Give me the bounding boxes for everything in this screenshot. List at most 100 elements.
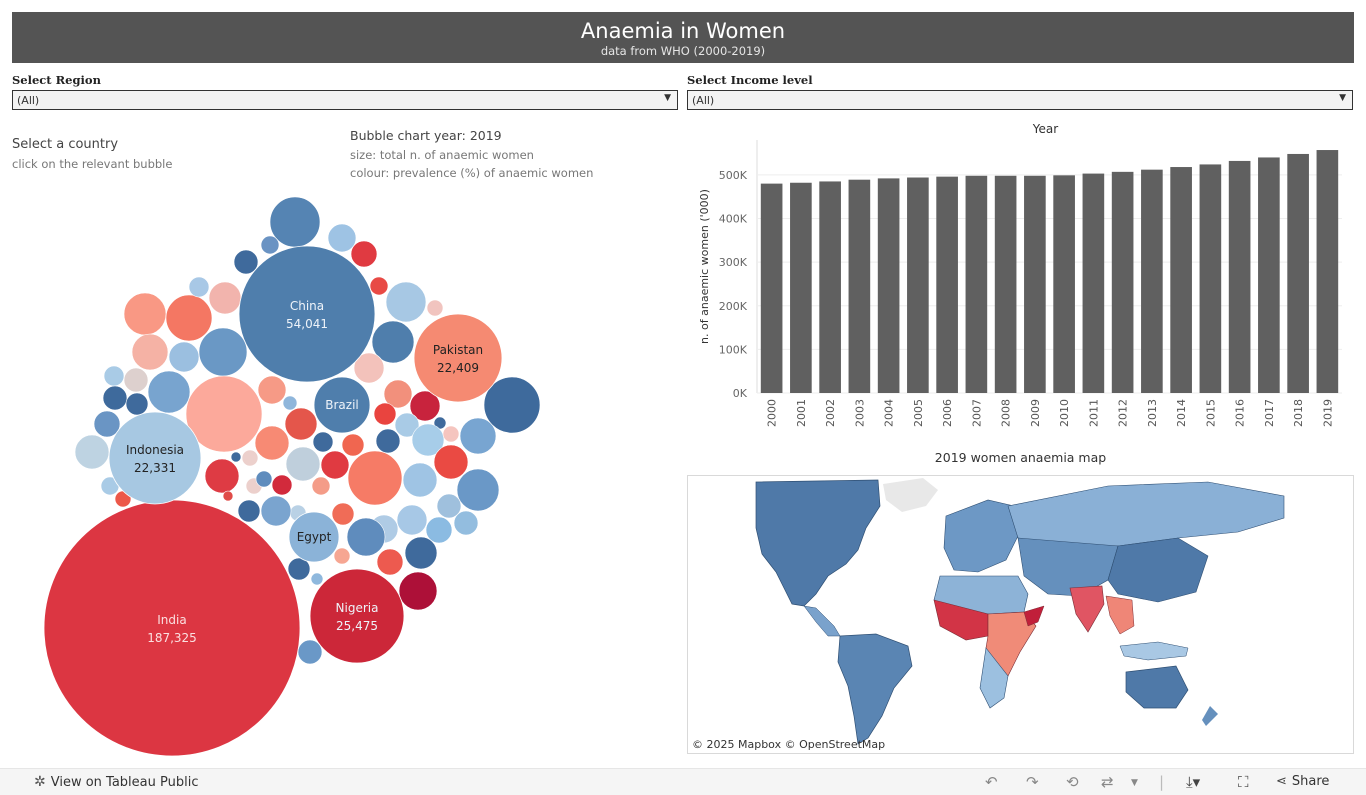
bar-2003[interactable] — [848, 179, 871, 393]
bar-2007[interactable] — [965, 175, 988, 393]
country-bubble[interactable] — [188, 276, 210, 298]
osm-attribution[interactable]: © OpenStreetMap — [784, 738, 886, 751]
country-bubble[interactable] — [331, 502, 355, 526]
country-bubble[interactable] — [398, 571, 438, 611]
country-bubble[interactable] — [131, 333, 169, 371]
fullscreen-icon[interactable]: ⛶ — [1238, 773, 1249, 791]
country-bubble[interactable] — [347, 450, 403, 506]
bar-2000[interactable] — [760, 183, 783, 393]
country-bubble[interactable] — [456, 468, 500, 512]
country-bubble[interactable] — [103, 365, 125, 387]
world-map[interactable]: © 2025 Mapbox © OpenStreetMap — [687, 475, 1354, 754]
country-bubble[interactable] — [74, 434, 110, 470]
country-bubble[interactable] — [233, 249, 259, 275]
country-bubble[interactable] — [285, 446, 321, 482]
country-bubble[interactable] — [255, 470, 273, 488]
country-bubble[interactable] — [185, 375, 263, 453]
country-bubble[interactable] — [287, 557, 311, 581]
bar-2012[interactable] — [1111, 171, 1134, 393]
country-bubble[interactable] — [376, 548, 404, 576]
country-bubble[interactable] — [311, 476, 331, 496]
country-bubble[interactable] — [269, 196, 321, 248]
bar-2017[interactable] — [1258, 157, 1280, 393]
country-bubble[interactable] — [208, 281, 242, 315]
country-bubble[interactable] — [341, 433, 365, 457]
bar-2019[interactable] — [1316, 150, 1339, 393]
redo-icon[interactable]: ↷ — [1026, 773, 1039, 791]
country-bubble[interactable] — [282, 395, 298, 411]
country-bubble[interactable] — [260, 235, 280, 255]
bar-2002[interactable] — [819, 181, 841, 393]
share-button[interactable]: ⋖ Share — [1276, 774, 1329, 789]
mapbox-attribution[interactable]: © 2025 Mapbox — [692, 738, 782, 751]
bar-2011[interactable] — [1082, 173, 1105, 393]
country-bubble[interactable] — [453, 510, 479, 536]
country-bubble[interactable] — [409, 390, 441, 422]
country-bubble[interactable] — [346, 517, 386, 557]
bar-2005[interactable] — [907, 177, 929, 393]
income-select[interactable]: (All) ▼ — [687, 90, 1353, 110]
bar-2004[interactable] — [877, 178, 900, 393]
country-bubble[interactable] — [204, 458, 240, 494]
country-bubble[interactable] — [442, 425, 460, 443]
bar-2008[interactable] — [994, 175, 1017, 393]
country-bubble[interactable] — [320, 450, 350, 480]
country-bubble[interactable] — [257, 375, 287, 405]
chevron-down-icon[interactable]: ▼ — [1131, 778, 1138, 788]
country-bubble[interactable] — [353, 352, 385, 384]
country-bubble[interactable] — [147, 370, 191, 414]
bar-2015[interactable] — [1199, 164, 1222, 393]
country-bubble[interactable] — [297, 639, 323, 665]
country-bubble[interactable] — [102, 385, 128, 411]
country-bubble[interactable] — [402, 462, 438, 498]
country-bubble[interactable] — [312, 431, 334, 453]
undo-icon[interactable]: ↶ — [985, 773, 998, 791]
bubble-india[interactable] — [43, 499, 301, 757]
country-bubble[interactable] — [436, 493, 462, 519]
bar-2013[interactable] — [1141, 169, 1163, 393]
bar-2010[interactable] — [1053, 175, 1075, 393]
country-bubble[interactable] — [396, 504, 428, 536]
country-bubble[interactable] — [433, 444, 469, 480]
country-bubble[interactable] — [310, 572, 324, 586]
download-icon[interactable]: ⤓▾ — [1186, 773, 1201, 791]
bar-2001[interactable] — [790, 182, 812, 393]
country-bubble[interactable] — [241, 449, 259, 467]
country-bubble[interactable] — [271, 474, 293, 496]
country-bubble[interactable] — [237, 499, 261, 523]
country-bubble[interactable] — [93, 410, 121, 438]
country-bubble[interactable] — [375, 428, 401, 454]
bar-2006[interactable] — [936, 176, 958, 393]
bar-2009[interactable] — [1024, 175, 1046, 393]
revert-icon[interactable]: ⟲ — [1066, 773, 1079, 791]
country-bubble[interactable] — [411, 423, 445, 457]
country-bubble[interactable] — [168, 341, 200, 373]
bar-2016[interactable] — [1228, 160, 1251, 393]
country-bubble[interactable] — [394, 412, 420, 438]
region-select[interactable]: (All) ▼ — [12, 90, 678, 110]
view-on-tableau-button[interactable]: ✲ View on Tableau Public — [34, 774, 198, 790]
country-bubble[interactable] — [230, 451, 242, 463]
bar-2018[interactable] — [1287, 153, 1309, 393]
bubble-egypt[interactable] — [288, 511, 340, 563]
country-bubble[interactable] — [284, 407, 318, 441]
country-bubble[interactable] — [125, 392, 149, 416]
country-bubble[interactable] — [459, 417, 497, 455]
country-bubble[interactable] — [369, 276, 389, 296]
refresh-icon[interactable]: ⇄ — [1101, 773, 1114, 791]
country-bubble[interactable] — [385, 281, 427, 323]
country-bubble[interactable] — [222, 490, 234, 502]
country-bubble[interactable] — [165, 294, 213, 342]
bubble-chart[interactable]: India 187,325 China 54,041 Nigeria 25,475 Paki… — [0, 190, 560, 765]
bubble-pakistan[interactable] — [413, 313, 503, 403]
country-bubble[interactable] — [123, 367, 149, 393]
bubble-nigeria[interactable] — [309, 568, 405, 664]
bar-2014[interactable] — [1170, 167, 1192, 393]
country-bubble[interactable] — [404, 536, 438, 570]
country-bubble[interactable] — [425, 516, 453, 544]
bubble-brazil[interactable] — [313, 376, 371, 434]
country-bubble[interactable] — [371, 320, 415, 364]
country-bubble[interactable] — [383, 379, 413, 409]
bubble-china[interactable] — [238, 245, 376, 383]
country-bubble[interactable] — [254, 425, 290, 461]
